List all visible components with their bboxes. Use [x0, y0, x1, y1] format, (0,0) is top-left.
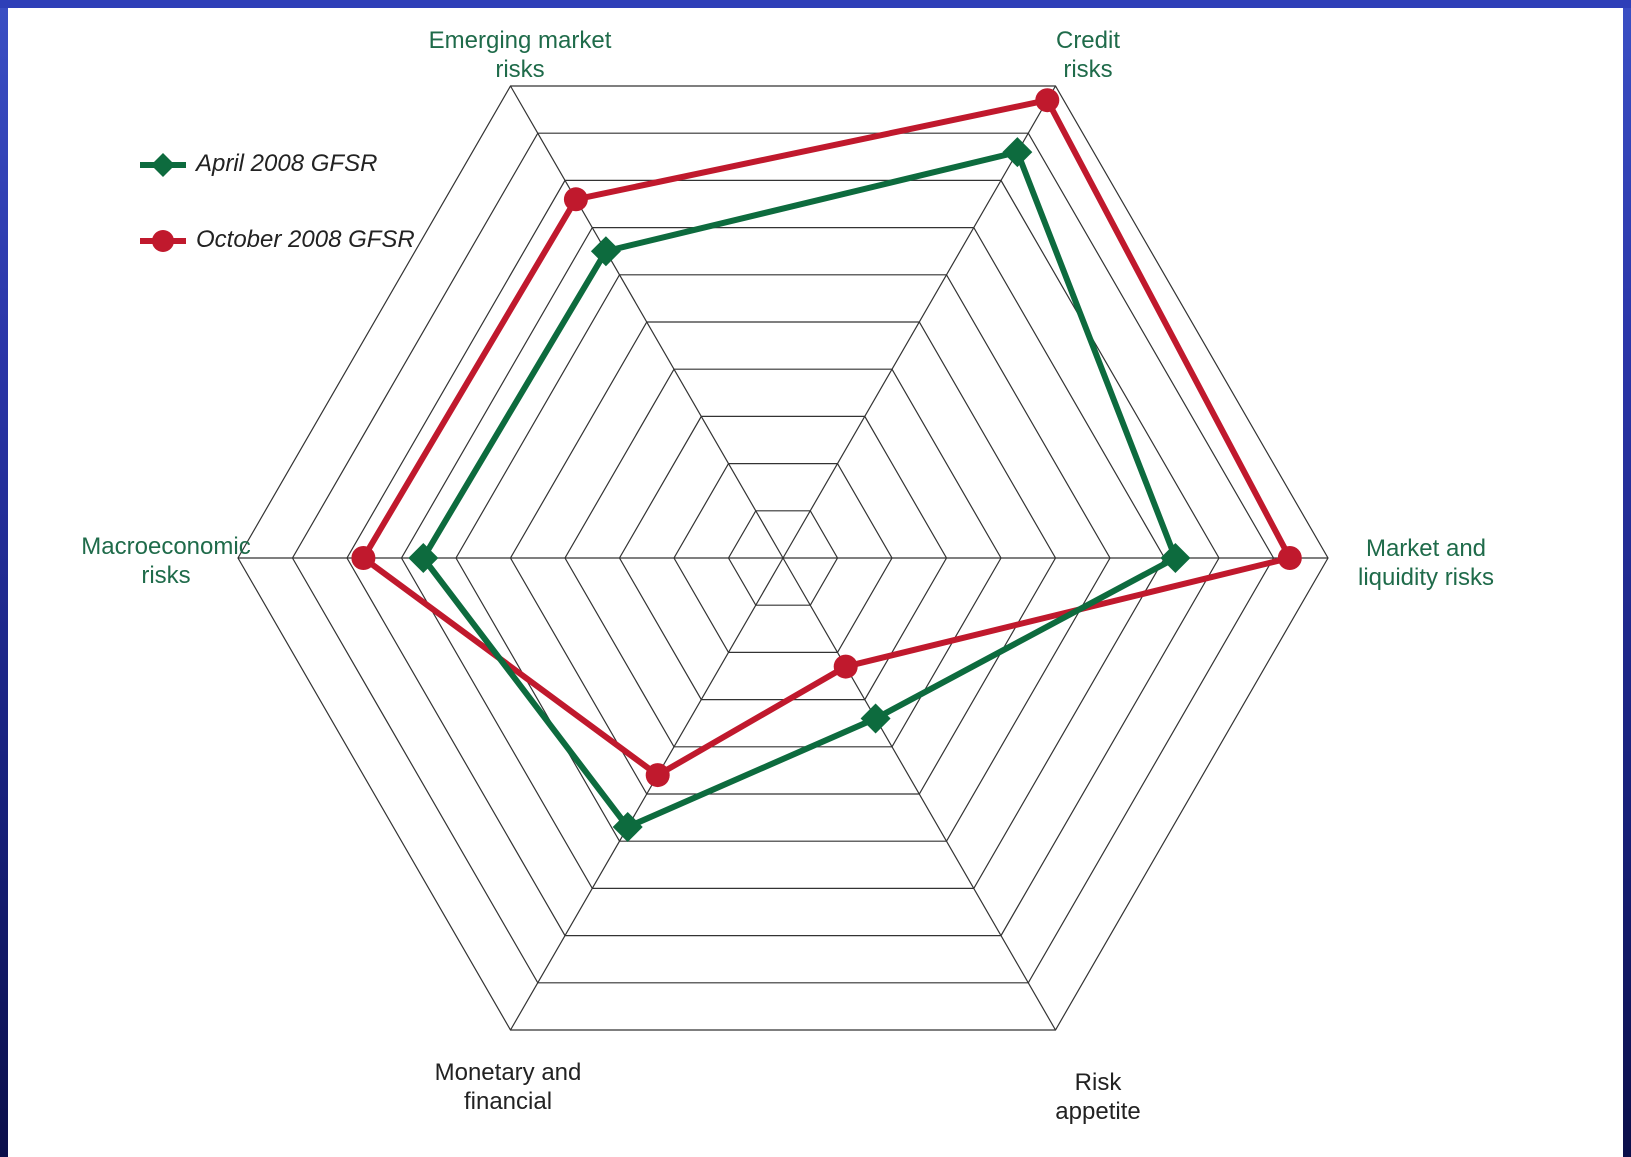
data-point-circle	[351, 546, 376, 570]
data-point-circle	[1035, 88, 1060, 113]
radar-series	[351, 88, 1302, 842]
axis-label-market-liquidity: Market and liquidity risks	[1357, 535, 1495, 591]
axis-label-risk-appetite: Risk appetite	[1055, 1069, 1141, 1125]
legend-swatch-marker-0	[151, 153, 175, 177]
slide-background-band	[0, 0, 1631, 8]
legend-label-october-2008: October 2008 GFSR	[196, 226, 415, 253]
axis-spoke	[509, 85, 784, 559]
radar-chart-panel: Emerging market risks Credit risks Marke…	[8, 8, 1623, 1157]
axis-spoke	[509, 557, 784, 1031]
legend-swatch-marker-1	[152, 230, 174, 252]
data-point-circle	[1277, 546, 1302, 570]
data-point-circle	[645, 763, 670, 788]
chart-legend	[140, 153, 186, 252]
data-point-circle	[833, 654, 858, 679]
data-point-circle	[563, 187, 588, 212]
data-point-diamond	[408, 543, 439, 573]
data-point-diamond	[1160, 543, 1191, 573]
axis-label-emerging-market: Emerging market risks	[428, 27, 612, 83]
legend-label-april-2008: April 2008 GFSR	[196, 150, 378, 177]
series-line-1	[359, 96, 1295, 779]
series-line-0	[419, 148, 1180, 831]
axis-spoke	[782, 557, 1057, 1031]
data-point-diamond	[612, 812, 643, 842]
radar-chart-svg	[140, 85, 1329, 1031]
data-point-diamond	[1002, 137, 1033, 168]
axis-label-credit: Credit risks	[1055, 27, 1121, 83]
axis-spoke	[782, 85, 1057, 559]
axis-label-monetary-financial: Monetary and financial	[434, 1059, 582, 1115]
radar-grid	[237, 85, 1329, 1031]
data-point-diamond	[860, 703, 891, 734]
data-point-diamond	[590, 236, 621, 267]
axis-label-macroeconomic: Macroeconomic risks	[81, 533, 251, 589]
